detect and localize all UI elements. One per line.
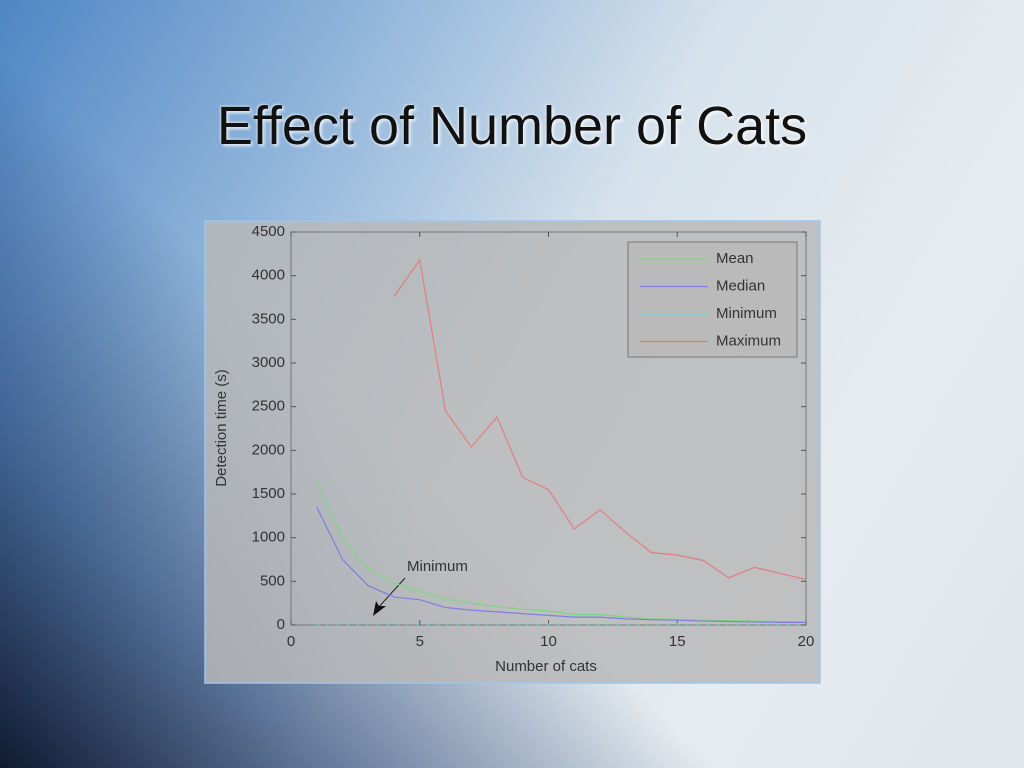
legend-label: Maximum xyxy=(716,332,781,349)
y-tick-label: 4500 xyxy=(252,223,285,240)
y-axis-label: Detection time (s) xyxy=(213,369,230,487)
series-line xyxy=(316,480,807,623)
x-axis-label: Number of cats xyxy=(495,658,597,675)
y-tick-label: 4000 xyxy=(252,267,285,284)
x-tick-label: 15 xyxy=(669,633,686,650)
legend-label: Minimum xyxy=(716,305,777,322)
slide-title: Effect of Number of Cats xyxy=(216,96,808,156)
series-line xyxy=(393,258,807,581)
x-tick-label: 10 xyxy=(540,633,557,650)
annotation: Minimum xyxy=(407,558,468,575)
x-tick-label: 20 xyxy=(798,633,815,650)
y-tick-label: 3500 xyxy=(252,310,285,327)
y-tick-label: 3000 xyxy=(252,354,285,371)
y-tick-label: 1000 xyxy=(252,529,285,546)
x-tick-label: 0 xyxy=(287,633,295,650)
annotation-arrow xyxy=(377,577,406,609)
y-tick-label: 2000 xyxy=(252,441,285,458)
y-tick-label: 1500 xyxy=(252,485,285,502)
legend-label: Median xyxy=(716,277,765,294)
legend-label: Mean xyxy=(716,250,754,267)
y-tick-label: 2500 xyxy=(252,398,285,415)
series-line xyxy=(316,506,806,623)
y-tick-label: 500 xyxy=(260,572,285,589)
legend-box xyxy=(627,241,798,358)
arrow-head xyxy=(373,601,386,616)
x-tick-label: 5 xyxy=(416,633,424,650)
y-tick-label: 0 xyxy=(277,616,285,633)
